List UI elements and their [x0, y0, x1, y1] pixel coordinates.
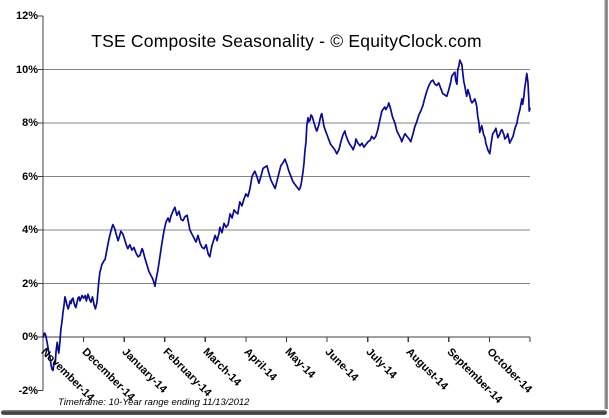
y-tick-label: 8% — [22, 117, 38, 129]
y-tick-label: 10% — [15, 63, 38, 76]
timeframe-note: Timeframe: 10-Year range ending 11/13/20… — [58, 397, 250, 408]
y-tick-label: -2% — [18, 384, 38, 397]
y-tick-label: 4% — [22, 224, 38, 236]
seasonality-line — [42, 59, 531, 372]
y-tick-label: 0% — [22, 331, 38, 343]
y-tick-label: 2% — [22, 277, 38, 290]
frame-shadow-right — [604, 0, 608, 409]
chart-title: TSE Composite Seasonality - © EquityCloc… — [91, 31, 482, 51]
frame-shadow-bottom — [1, 410, 607, 415]
seasonality-chart: TSE Composite Seasonality - © EquityCloc… — [15, 10, 535, 408]
y-tick-label: 6% — [22, 170, 38, 183]
y-tick-label: 12% — [15, 10, 38, 22]
